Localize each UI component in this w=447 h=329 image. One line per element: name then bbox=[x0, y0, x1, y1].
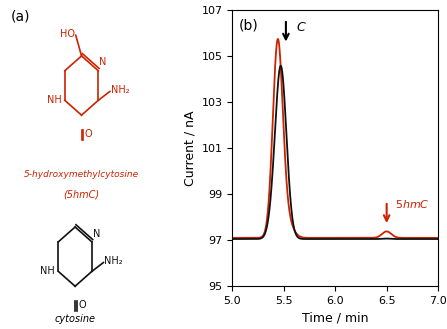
Text: cytosine: cytosine bbox=[55, 314, 96, 324]
Y-axis label: Current / nA: Current / nA bbox=[183, 110, 196, 186]
Text: N: N bbox=[99, 58, 107, 67]
Text: 5-hydroxymethylcytosine: 5-hydroxymethylcytosine bbox=[24, 170, 139, 179]
Text: O: O bbox=[85, 129, 93, 139]
Text: $5hmC$: $5hmC$ bbox=[395, 197, 430, 210]
Text: (b): (b) bbox=[239, 18, 258, 32]
Text: HO: HO bbox=[60, 29, 75, 39]
Text: (5hmC): (5hmC) bbox=[63, 189, 100, 199]
Text: NH: NH bbox=[40, 266, 55, 276]
Text: $C$: $C$ bbox=[296, 21, 307, 35]
X-axis label: Time / min: Time / min bbox=[302, 312, 368, 324]
Text: O: O bbox=[78, 300, 86, 311]
Text: N: N bbox=[93, 229, 100, 239]
Text: NH₂: NH₂ bbox=[104, 256, 123, 266]
Text: NH: NH bbox=[47, 95, 62, 105]
Text: NH₂: NH₂ bbox=[111, 85, 130, 95]
Text: (a): (a) bbox=[11, 10, 30, 24]
